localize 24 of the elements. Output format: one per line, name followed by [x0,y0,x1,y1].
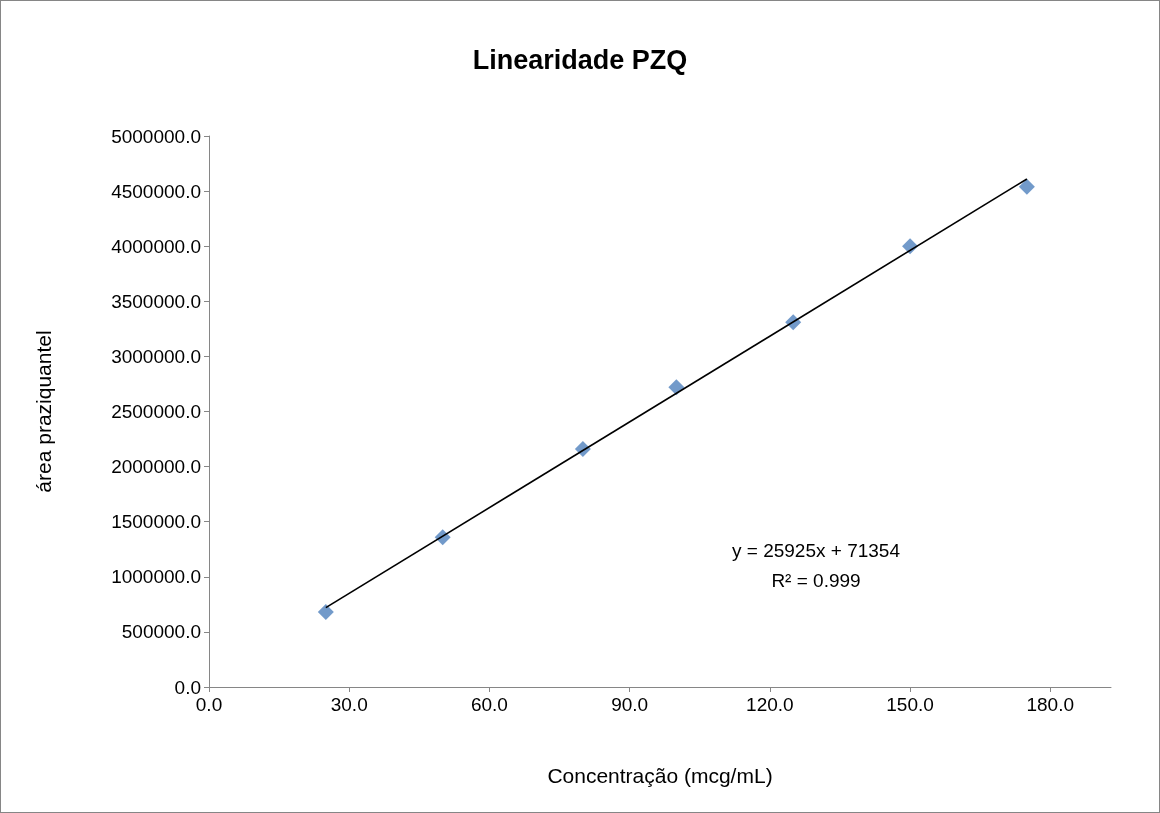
point [1018,178,1035,195]
y-tick-label: 2500000.0 [111,401,201,422]
x-tick-label: 60.0 [470,694,508,715]
y-tick-label: 1500000.0 [111,511,201,533]
x-tick-label: 120.0 [746,694,794,715]
x-tick-label: 180.0 [1026,694,1075,715]
x-axis-title: Concentração (mcg/mL) [547,764,773,787]
annotation: y = 25925x + 71354 [732,540,901,561]
point [317,604,334,621]
x-tick-label: 30.0 [330,694,368,715]
y-tick-label: 4500000.0 [111,180,201,202]
annotation: R² = 0.999 [771,570,861,591]
x-tick-label: 150.0 [886,694,934,715]
y-tick-label: 5000000.0 [111,125,201,147]
y-tick-label: 1000000.0 [111,566,201,588]
y-axis-title: área praziquantel [32,330,55,493]
chart-title: Linearidade PZQ [472,44,688,75]
point [668,379,685,396]
y-tick-label: 3000000.0 [111,345,201,367]
y-tick-label: 4000000.0 [111,235,201,257]
x-tick-label: 90.0 [611,694,649,715]
y-tick-label: 500000.0 [121,621,201,643]
y-tick-label: 3500000.0 [111,290,201,312]
y-tick-label: 2000000.0 [111,456,201,478]
